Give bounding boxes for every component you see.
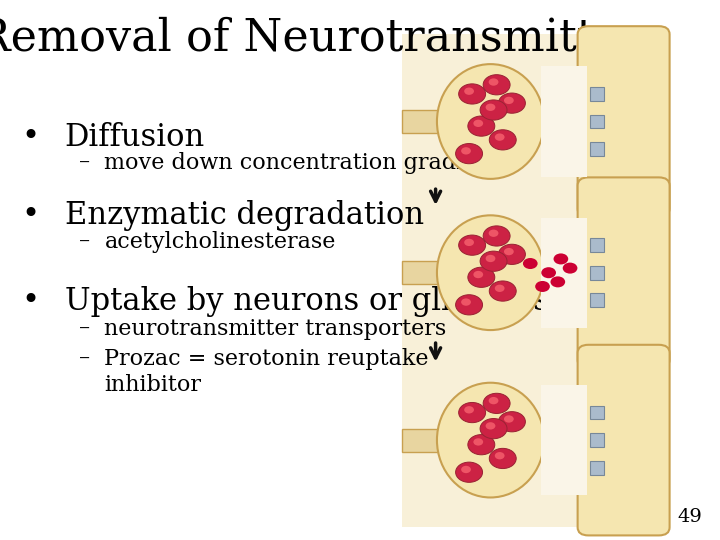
Text: move down concentration gradient: move down concentration gradient — [104, 152, 500, 174]
Circle shape — [554, 253, 568, 265]
Text: –: – — [79, 152, 90, 174]
FancyBboxPatch shape — [402, 185, 665, 360]
Circle shape — [473, 271, 483, 278]
Circle shape — [504, 248, 514, 255]
Circle shape — [464, 87, 474, 95]
FancyBboxPatch shape — [590, 238, 603, 252]
Text: Diffusion: Diffusion — [65, 122, 205, 152]
Circle shape — [483, 226, 510, 246]
Circle shape — [489, 78, 498, 86]
Circle shape — [456, 462, 482, 482]
FancyBboxPatch shape — [402, 110, 463, 133]
Ellipse shape — [437, 64, 544, 179]
Text: –: – — [79, 348, 90, 370]
FancyBboxPatch shape — [402, 353, 665, 527]
Text: Removal of Neurotransmitter: Removal of Neurotransmitter — [0, 16, 642, 59]
Text: •: • — [22, 122, 40, 152]
FancyBboxPatch shape — [590, 293, 603, 307]
Circle shape — [473, 120, 483, 127]
Circle shape — [459, 402, 485, 423]
FancyBboxPatch shape — [577, 26, 670, 217]
Text: acetylcholinesterase: acetylcholinesterase — [104, 231, 336, 253]
Circle shape — [498, 93, 526, 113]
Text: •: • — [22, 286, 40, 317]
Circle shape — [456, 144, 482, 164]
Circle shape — [459, 84, 485, 104]
Circle shape — [468, 435, 495, 455]
Circle shape — [551, 276, 565, 287]
FancyBboxPatch shape — [590, 266, 603, 280]
Circle shape — [464, 239, 474, 246]
Circle shape — [535, 281, 550, 292]
Circle shape — [490, 130, 516, 150]
FancyBboxPatch shape — [402, 261, 463, 284]
Circle shape — [495, 285, 505, 292]
Text: neurotransmitter transporters: neurotransmitter transporters — [104, 318, 446, 340]
Circle shape — [468, 116, 495, 136]
FancyBboxPatch shape — [541, 218, 588, 328]
Circle shape — [485, 255, 495, 262]
Circle shape — [563, 262, 577, 274]
Circle shape — [490, 281, 516, 301]
Circle shape — [456, 295, 482, 315]
Text: Prozac = serotonin reuptake
inhibitor: Prozac = serotonin reuptake inhibitor — [104, 348, 429, 396]
FancyBboxPatch shape — [590, 87, 603, 101]
Circle shape — [483, 393, 510, 414]
Circle shape — [541, 267, 556, 278]
FancyBboxPatch shape — [590, 433, 603, 447]
FancyBboxPatch shape — [577, 345, 670, 536]
Circle shape — [489, 397, 498, 404]
Text: Enzymatic degradation: Enzymatic degradation — [65, 200, 424, 231]
FancyBboxPatch shape — [402, 429, 463, 451]
Circle shape — [498, 411, 526, 432]
Circle shape — [480, 100, 507, 120]
Circle shape — [480, 418, 507, 438]
Circle shape — [504, 97, 514, 104]
Text: Uptake by neurons or glia cells: Uptake by neurons or glia cells — [65, 286, 549, 317]
Circle shape — [461, 147, 471, 154]
Circle shape — [504, 415, 514, 423]
Circle shape — [464, 406, 474, 414]
Circle shape — [485, 422, 495, 429]
Ellipse shape — [437, 215, 544, 330]
FancyBboxPatch shape — [590, 114, 603, 129]
FancyBboxPatch shape — [541, 66, 588, 177]
Circle shape — [490, 448, 516, 469]
Circle shape — [523, 258, 538, 269]
FancyBboxPatch shape — [541, 385, 588, 495]
Circle shape — [485, 104, 495, 111]
Ellipse shape — [437, 383, 544, 497]
FancyBboxPatch shape — [590, 406, 603, 420]
Circle shape — [489, 230, 498, 237]
Text: –: – — [79, 318, 90, 340]
Circle shape — [480, 251, 507, 271]
Circle shape — [498, 244, 526, 265]
Circle shape — [473, 438, 483, 445]
Circle shape — [495, 133, 505, 141]
FancyBboxPatch shape — [402, 34, 665, 208]
Circle shape — [468, 267, 495, 287]
Text: •: • — [22, 200, 40, 231]
Circle shape — [459, 235, 485, 255]
Circle shape — [495, 452, 505, 460]
Circle shape — [461, 299, 471, 306]
Text: 49: 49 — [677, 509, 702, 526]
FancyBboxPatch shape — [590, 142, 603, 156]
Circle shape — [461, 466, 471, 473]
Circle shape — [483, 75, 510, 95]
FancyBboxPatch shape — [590, 461, 603, 475]
Text: –: – — [79, 231, 90, 253]
FancyBboxPatch shape — [577, 177, 670, 368]
